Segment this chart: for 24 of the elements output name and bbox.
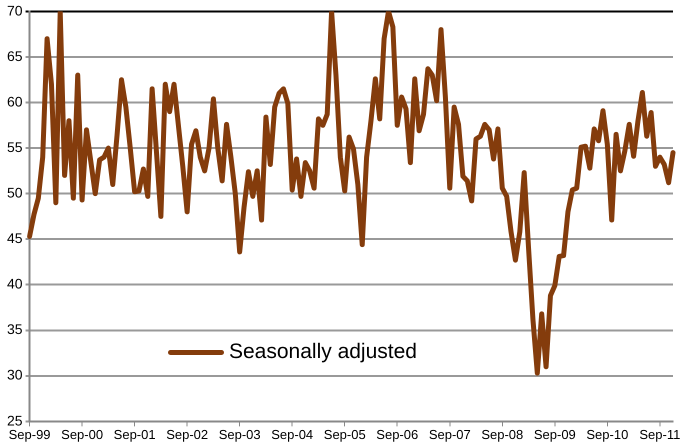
x-tick-label: Sep-07 (428, 426, 471, 442)
y-tick-label: 60 (6, 93, 23, 110)
x-tick-label: Sep-09 (534, 426, 576, 442)
x-tick-label: Sep-04 (271, 426, 314, 442)
x-tick-label: Sep-08 (481, 426, 524, 442)
y-tick-label: 30 (6, 366, 23, 383)
legend-label: Seasonally adjusted (229, 340, 417, 364)
y-tick-label: 70 (6, 2, 23, 18)
x-tick-label: Sep-10 (586, 426, 628, 442)
x-tick-label: Sep-01 (114, 426, 156, 442)
y-tick-label: 50 (6, 184, 23, 200)
x-tick-label: Sep-99 (8, 426, 51, 442)
x-tick-label: Sep-00 (61, 426, 104, 442)
y-tick-label: 65 (6, 48, 23, 64)
x-tick-label: Sep-02 (166, 426, 208, 442)
y-tick-label: 45 (6, 230, 23, 246)
y-tick-label: 55 (6, 138, 23, 155)
y-tick-label: 35 (6, 321, 23, 338)
x-tick-label: Sep-05 (324, 426, 366, 442)
y-tick-label: 40 (6, 276, 23, 292)
x-tick-label: Sep-03 (218, 426, 261, 442)
x-tick-label: Sep-11 (639, 426, 680, 442)
x-tick-label: Sep-06 (376, 426, 418, 442)
y-tick-label: 25 (6, 412, 23, 428)
